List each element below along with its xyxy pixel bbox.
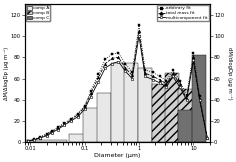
- Bar: [83, 108, 98, 142]
- Bar: [178, 89, 193, 142]
- Legend: arbitrary fit, total mass fit, multicomponent fit: arbitrary fit, total mass fit, multicomp…: [156, 5, 209, 21]
- Bar: [152, 137, 166, 142]
- Bar: [124, 63, 138, 142]
- Bar: [111, 63, 125, 142]
- Bar: [192, 55, 206, 142]
- X-axis label: Diameter (μm): Diameter (μm): [94, 153, 140, 158]
- Y-axis label: dM/dlogDp (μg m⁻³): dM/dlogDp (μg m⁻³): [227, 47, 232, 100]
- Bar: [165, 73, 179, 142]
- Bar: [97, 93, 111, 142]
- Bar: [152, 84, 166, 142]
- Bar: [69, 134, 84, 142]
- Legend: comp A, comp B, comp C: comp A, comp B, comp C: [26, 5, 51, 21]
- Bar: [178, 110, 193, 142]
- Bar: [0, 140, 67, 142]
- Y-axis label: ΔM/ΔlogDp (μg m⁻³): ΔM/ΔlogDp (μg m⁻³): [4, 47, 9, 100]
- Bar: [138, 68, 152, 142]
